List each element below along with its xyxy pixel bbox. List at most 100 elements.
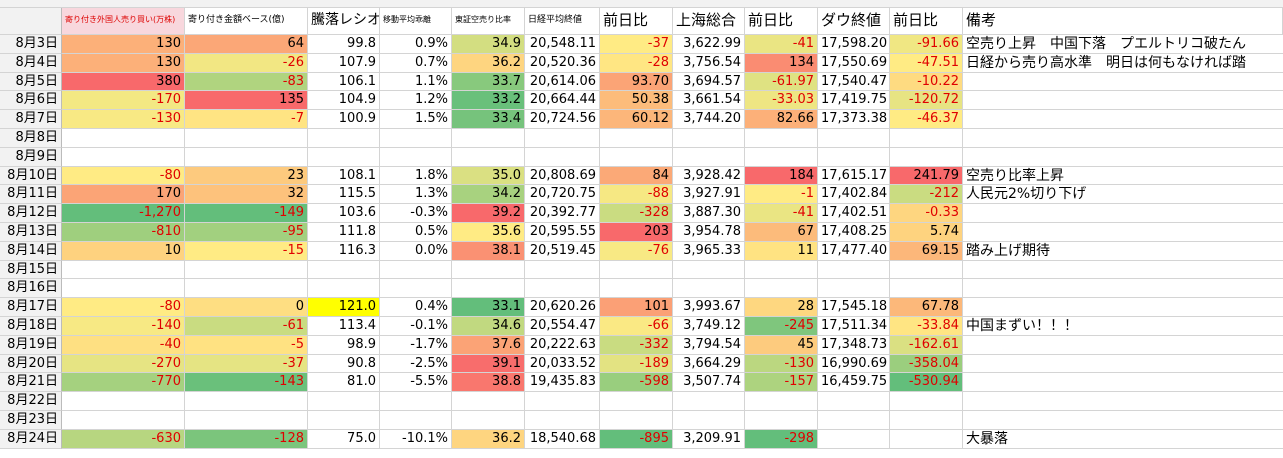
value-cell: 17,545.18: [818, 298, 890, 317]
value-cell: 1.8%: [380, 166, 452, 186]
value-cell: 3,954.78: [673, 223, 745, 242]
value-cell: 115.5: [308, 185, 380, 205]
value-cell: -83: [185, 72, 308, 92]
value-cell: [185, 147, 308, 167]
memo-cell: [963, 73, 1283, 92]
value-cell: -41: [745, 35, 818, 54]
memo-cell: 大暴落: [963, 430, 1283, 449]
value-cell: 203: [600, 223, 673, 242]
value-cell: [890, 392, 963, 411]
value-cell: 3,928.42: [673, 166, 745, 186]
value-cell: -61.97: [745, 72, 818, 92]
value-cell: -80: [62, 166, 185, 186]
value-cell: -162.61: [890, 335, 963, 355]
value-cell: 17,598.20: [818, 35, 890, 54]
value-cell: [890, 411, 963, 430]
value-cell: [673, 260, 745, 280]
value-cell: 170: [62, 185, 185, 205]
value-cell: [62, 279, 185, 299]
value-cell: 0.4%: [380, 298, 452, 317]
row-header: 8月9日: [0, 147, 62, 167]
value-cell: 20,033.52: [525, 354, 600, 374]
value-cell: 75.0: [308, 429, 380, 449]
value-cell: 20,392.77: [525, 204, 600, 223]
column-header: 寄り付き外国人売り買い(万株): [62, 8, 185, 35]
value-cell: 0.5%: [380, 223, 452, 242]
value-cell: [673, 411, 745, 430]
value-cell: 28: [745, 298, 818, 317]
row-header: 8月24日: [0, 429, 62, 449]
value-cell: 3,965.33: [673, 241, 745, 261]
value-cell: 17,615.17: [818, 166, 890, 186]
value-cell: [673, 129, 745, 148]
value-cell: 3,993.67: [673, 298, 745, 317]
value-cell: 93.70: [600, 72, 673, 92]
value-cell: [890, 429, 963, 449]
value-cell: -140: [62, 317, 185, 336]
value-cell: -0.33: [890, 204, 963, 223]
row-header: 8月15日: [0, 260, 62, 280]
value-cell: 3,507.74: [673, 373, 745, 393]
value-cell: [380, 129, 452, 148]
value-cell: [62, 147, 185, 167]
value-cell: [380, 147, 452, 167]
row-header: 8月19日: [0, 335, 62, 355]
value-cell: -0.1%: [380, 317, 452, 336]
value-cell: -41: [745, 204, 818, 223]
column-header: 寄り付き金額ベース(億): [185, 8, 308, 35]
value-cell: 98.9: [308, 335, 380, 355]
memo-cell: 空売り上昇 中国下落 プエルトリコ破たん: [963, 35, 1283, 54]
value-cell: [380, 260, 452, 280]
memo-cell: [963, 110, 1283, 129]
value-cell: 135: [185, 91, 308, 111]
value-cell: 23: [185, 166, 308, 186]
row-header: 8月17日: [0, 298, 62, 317]
sheet-top: [0, 0, 1283, 8]
value-cell: 33.2: [452, 91, 525, 111]
value-cell: [818, 129, 890, 148]
value-cell: [745, 279, 818, 299]
value-cell: -28: [600, 53, 673, 73]
value-cell: [452, 260, 525, 280]
value-cell: 121.0: [308, 298, 380, 317]
value-cell: -630: [62, 429, 185, 449]
value-cell: 37.6: [452, 335, 525, 355]
value-cell: 20,595.55: [525, 223, 600, 242]
value-cell: -15: [185, 241, 308, 261]
value-cell: [62, 260, 185, 280]
value-cell: [818, 279, 890, 299]
value-cell: [890, 279, 963, 299]
value-cell: 20,614.06: [525, 72, 600, 92]
row-header: 8月14日: [0, 241, 62, 261]
value-cell: [380, 279, 452, 299]
value-cell: -33.03: [745, 91, 818, 111]
value-cell: 17,540.47: [818, 72, 890, 92]
value-cell: 107.9: [308, 53, 380, 73]
row-header: 8月21日: [0, 373, 62, 393]
value-cell: -332: [600, 335, 673, 355]
value-cell: -91.66: [890, 35, 963, 54]
value-cell: [308, 147, 380, 167]
value-cell: [600, 411, 673, 430]
value-cell: -88: [600, 185, 673, 205]
value-cell: 36.2: [452, 53, 525, 73]
value-cell: 17,402.51: [818, 204, 890, 223]
value-cell: 17,348.73: [818, 335, 890, 355]
row-header: 8月11日: [0, 185, 62, 205]
value-cell: 1.1%: [380, 72, 452, 92]
value-cell: [308, 411, 380, 430]
value-cell: 241.79: [890, 166, 963, 186]
value-cell: 20,554.47: [525, 317, 600, 336]
row-header: 8月10日: [0, 166, 62, 186]
memo-cell: [963, 373, 1283, 393]
column-header: 上海総合: [673, 8, 745, 35]
value-cell: [452, 411, 525, 430]
value-cell: 34.6: [452, 317, 525, 336]
value-cell: [673, 392, 745, 411]
value-cell: 20,808.69: [525, 166, 600, 186]
value-cell: 33.7: [452, 72, 525, 92]
value-cell: 3,694.57: [673, 72, 745, 92]
row-header: 8月6日: [0, 91, 62, 111]
value-cell: 20,724.56: [525, 110, 600, 129]
memo-cell: [963, 91, 1283, 111]
